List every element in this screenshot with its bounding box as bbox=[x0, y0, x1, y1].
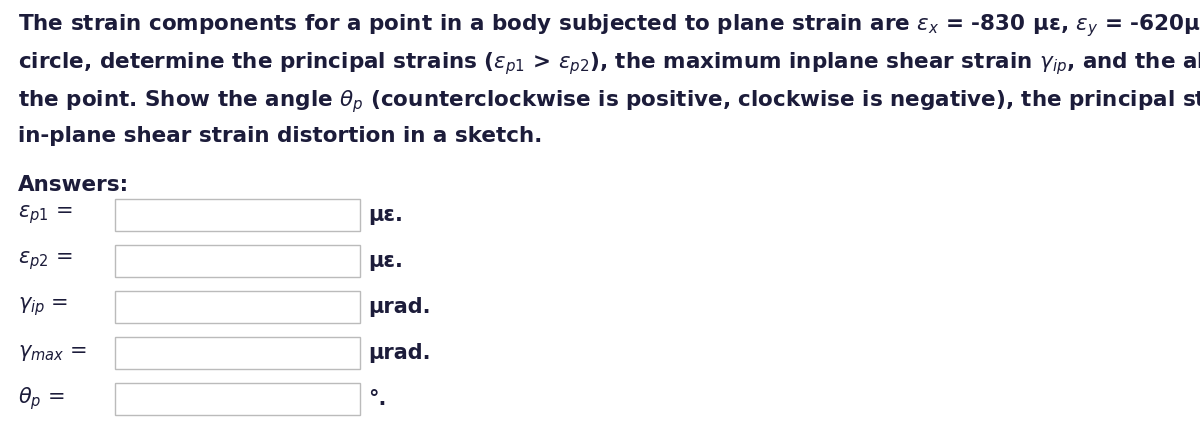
Text: The strain components for a point in a body subjected to plane strain are $\vare: The strain components for a point in a b… bbox=[18, 12, 1200, 39]
Text: μrad.: μrad. bbox=[368, 343, 431, 363]
Text: °.: °. bbox=[368, 389, 386, 409]
Bar bbox=[115, 337, 360, 369]
Text: the point. Show the angle $\theta_p$ (counterclockwise is positive, clockwise is: the point. Show the angle $\theta_p$ (co… bbox=[18, 88, 1200, 115]
Text: in-plane shear strain distortion in a sketch.: in-plane shear strain distortion in a sk… bbox=[18, 126, 542, 146]
Text: $\varepsilon_{p2}$ =: $\varepsilon_{p2}$ = bbox=[18, 249, 72, 272]
Bar bbox=[115, 291, 360, 323]
Text: μrad.: μrad. bbox=[368, 297, 431, 317]
Text: με.: με. bbox=[368, 205, 403, 225]
Text: $\theta_p$ =: $\theta_p$ = bbox=[18, 385, 65, 412]
Text: Answers:: Answers: bbox=[18, 175, 130, 195]
Text: $\varepsilon_{p1}$ =: $\varepsilon_{p1}$ = bbox=[18, 204, 72, 227]
Bar bbox=[115, 199, 360, 231]
Bar bbox=[115, 245, 360, 277]
Text: $\gamma_{ip}$ =: $\gamma_{ip}$ = bbox=[18, 296, 68, 319]
Text: με.: με. bbox=[368, 251, 403, 271]
Text: $\gamma_{max}$ =: $\gamma_{max}$ = bbox=[18, 343, 86, 363]
Bar bbox=[115, 383, 360, 415]
Text: circle, determine the principal strains ($\varepsilon_{p1}$ > $\varepsilon_{p2}$: circle, determine the principal strains … bbox=[18, 50, 1200, 77]
